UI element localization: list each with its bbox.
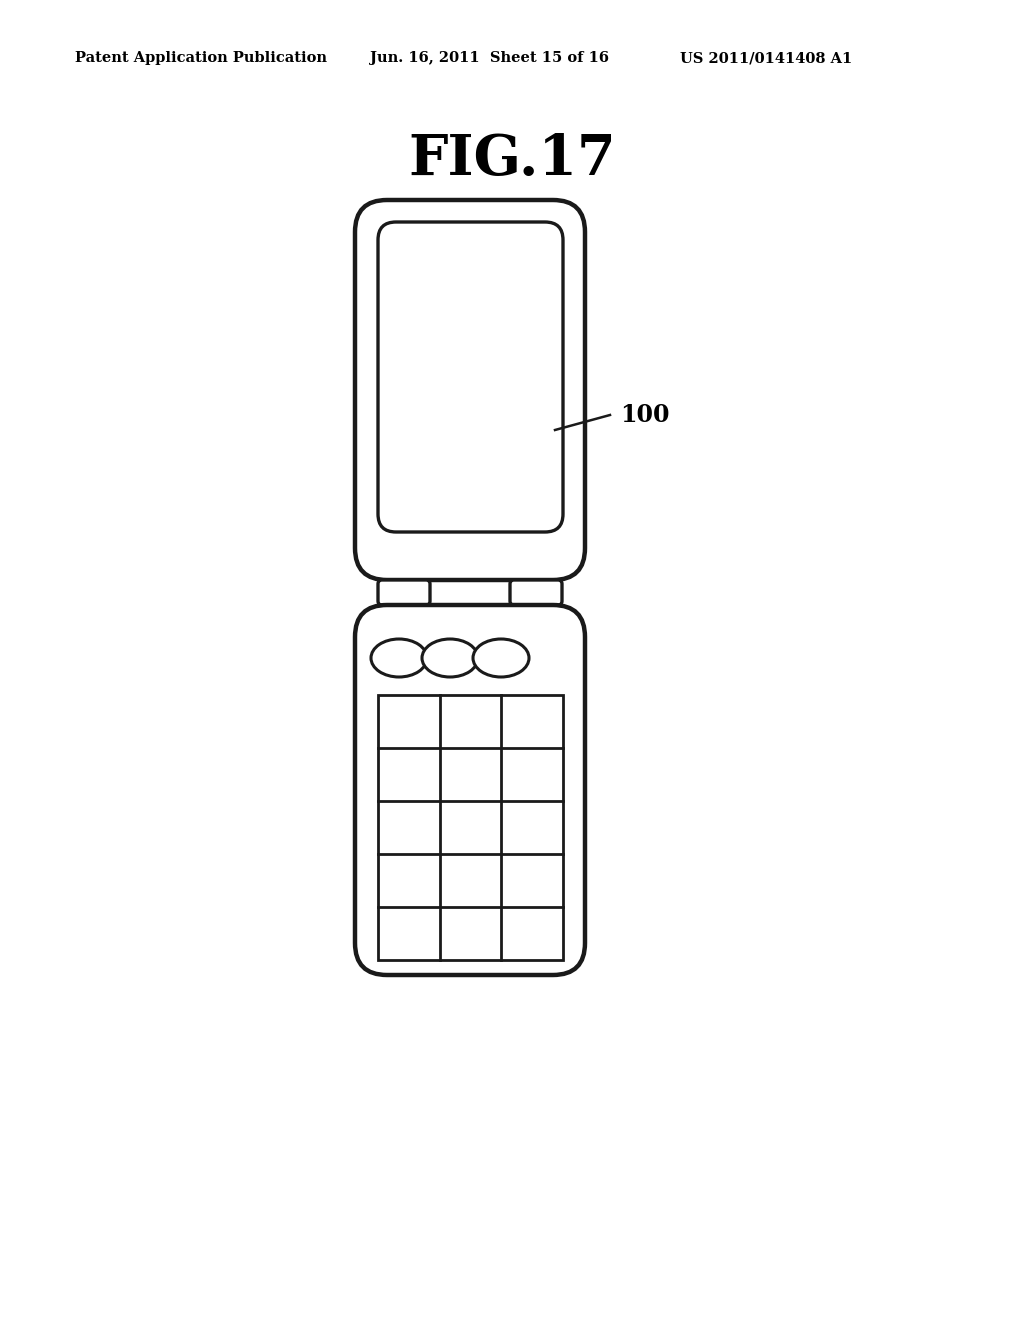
Ellipse shape <box>422 639 478 677</box>
Bar <box>378 696 563 960</box>
Ellipse shape <box>371 639 427 677</box>
FancyBboxPatch shape <box>355 201 585 579</box>
FancyBboxPatch shape <box>355 605 585 975</box>
Text: FIG.17: FIG.17 <box>409 132 615 187</box>
Text: Jun. 16, 2011  Sheet 15 of 16: Jun. 16, 2011 Sheet 15 of 16 <box>370 51 609 65</box>
Text: US 2011/0141408 A1: US 2011/0141408 A1 <box>680 51 852 65</box>
FancyBboxPatch shape <box>378 222 563 532</box>
FancyBboxPatch shape <box>510 579 562 605</box>
Text: 100: 100 <box>620 403 670 426</box>
Ellipse shape <box>473 639 529 677</box>
FancyBboxPatch shape <box>378 579 430 605</box>
Text: Patent Application Publication: Patent Application Publication <box>75 51 327 65</box>
